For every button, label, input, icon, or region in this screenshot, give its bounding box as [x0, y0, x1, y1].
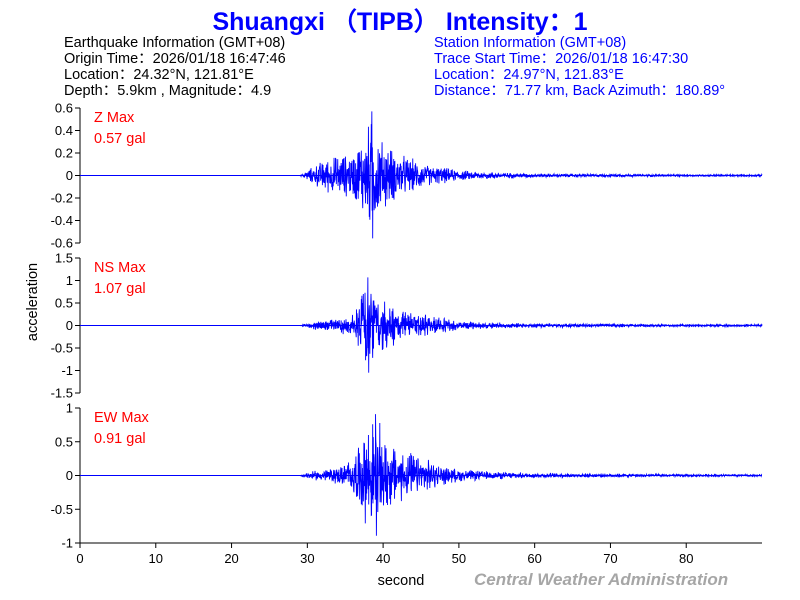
trace-ns — [80, 277, 763, 373]
x-tick-label: 20 — [224, 551, 238, 566]
x-tick-label: 70 — [603, 551, 617, 566]
y-tick-label: 0.4 — [55, 123, 73, 138]
x-axis-title: second — [378, 573, 425, 589]
y-tick-label: 0 — [66, 168, 73, 183]
y-tick-label: 0.5 — [55, 434, 73, 449]
y-tick-label: -0.5 — [51, 502, 73, 517]
trace-start-time: Trace Start Time：2026/01/18 16:47:30 — [434, 51, 689, 67]
y-tick-label: -0.5 — [51, 341, 73, 356]
origin-time: Origin Time：2026/01/18 16:47:46 — [64, 51, 286, 67]
x-tick-label: 0 — [76, 551, 83, 566]
y-tick-label: -0.6 — [51, 236, 73, 251]
epicenter-location: Location：24.32°N, 121.81°E — [64, 67, 254, 83]
y-tick-label: 0 — [66, 468, 73, 483]
series-peak-value: 0.91 gal — [94, 431, 146, 447]
x-tick-label: 60 — [527, 551, 541, 566]
earthquake-info: Earthquake Information (GMT+08) Origin T… — [64, 35, 286, 99]
y-tick-label: 1 — [66, 401, 73, 416]
y-tick-label: -0.2 — [51, 191, 73, 206]
y-tick-label: -1 — [61, 536, 73, 551]
station-location: Location：24.97°N, 121.83°E — [434, 67, 624, 83]
page-title: Shuangxi （TIPB） Intensity：1 — [212, 8, 588, 36]
x-tick-label: 10 — [149, 551, 163, 566]
y-tick-label: 1 — [66, 273, 73, 288]
x-tick-label: 40 — [376, 551, 390, 566]
trace-ew — [80, 414, 763, 536]
y-tick-label: -1 — [61, 363, 73, 378]
depth-magnitude: Depth：5.9km , Magnitude：4.9 — [64, 83, 272, 99]
x-tick-label: 30 — [300, 551, 314, 566]
earthquake-info-header: Earthquake Information (GMT+08) — [64, 35, 286, 51]
station-info-header: Station Information (GMT+08) — [434, 35, 627, 51]
y-tick-label: 0.2 — [55, 146, 73, 161]
series-peak-value: 0.57 gal — [94, 131, 146, 147]
series-peak-value: 1.07 gal — [94, 281, 146, 297]
x-tick-label: 50 — [452, 551, 466, 566]
station-info: Station Information (GMT+08) Trace Start… — [434, 35, 725, 99]
y-tick-label: -1.5 — [51, 386, 73, 401]
x-tick-label: 80 — [679, 551, 693, 566]
series-name: Z Max — [94, 110, 135, 126]
station-distance: Distance：71.77 km, Back Azimuth：180.89° — [434, 83, 726, 99]
credit-text: Central Weather Administration — [474, 570, 729, 589]
y-tick-label: -0.4 — [51, 213, 73, 228]
trace-z — [80, 111, 763, 239]
y-tick-label: 0 — [66, 318, 73, 333]
y-tick-label: 1.5 — [55, 251, 73, 266]
series-name: NS Max — [94, 260, 146, 276]
y-axis-title: acceleration — [25, 263, 41, 341]
series-name: EW Max — [94, 410, 150, 426]
y-tick-label: 0.6 — [55, 101, 73, 116]
y-tick-label: 0.5 — [55, 296, 73, 311]
